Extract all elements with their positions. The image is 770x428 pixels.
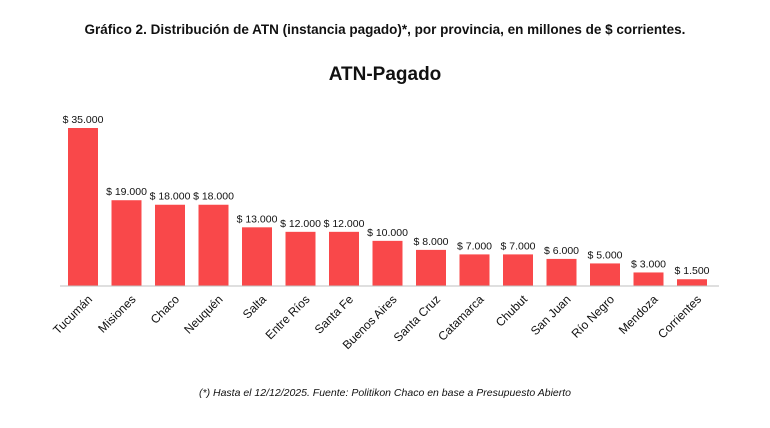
category-label-2: Chaco [148,292,183,327]
category-label-9: Catamarca [435,292,487,344]
category-label-13: Mendoza [616,292,661,337]
category-label-8: Santa Cruz [391,292,443,344]
value-label-12: $ 5.000 [587,249,622,261]
bar-3 [198,204,229,286]
category-label-6: Santa Fe [312,292,357,337]
bar-14 [677,279,707,286]
value-label-2: $ 18.000 [150,191,191,203]
value-label-0: $ 35.000 [63,114,104,126]
bar-10 [503,254,533,286]
value-label-11: $ 6.000 [544,245,579,257]
value-label-7: $ 10.000 [367,227,408,239]
bar-6 [329,231,359,286]
value-label-5: $ 12.000 [280,218,321,230]
chart-title: ATN-Pagado [329,64,442,85]
source-footnote: (*) Hasta el 12/12/2025. Fuente: Politik… [198,387,571,399]
bar-9 [459,254,490,286]
bar-7 [372,240,403,286]
value-label-8: $ 8.000 [413,236,448,248]
category-label-12: Río Negro [569,292,618,341]
chart-header-title: Gráfico 2. Distribución de ATN (instanci… [84,22,686,37]
value-label-10: $ 7.000 [500,240,535,252]
bar-1 [111,200,142,286]
bar-4 [242,227,272,286]
bar-2 [155,204,185,286]
bar-0 [68,128,98,286]
value-label-3: $ 18.000 [193,191,234,203]
value-label-13: $ 3.000 [631,258,666,270]
bar-5 [285,231,316,286]
bar-8 [416,249,446,286]
value-label-6: $ 12.000 [324,218,365,230]
category-label-0: Tucumán [50,292,95,337]
category-label-14: Corrientes [655,292,704,341]
value-label-1: $ 19.000 [106,186,147,198]
value-label-9: $ 7.000 [457,240,492,252]
value-label-14: $ 1.500 [674,265,709,277]
category-label-10: Chubut [493,292,531,330]
bar-13 [633,272,664,286]
value-label-4: $ 13.000 [237,213,278,225]
bar-12 [590,263,620,286]
category-label-5: Entre Ríos [263,292,313,342]
category-label-11: San Juan [528,292,574,338]
category-label-3: Neuquén [181,292,225,336]
bar-11 [546,258,577,286]
category-label-1: Misiones [95,292,138,335]
category-label-4: Salta [240,292,269,321]
